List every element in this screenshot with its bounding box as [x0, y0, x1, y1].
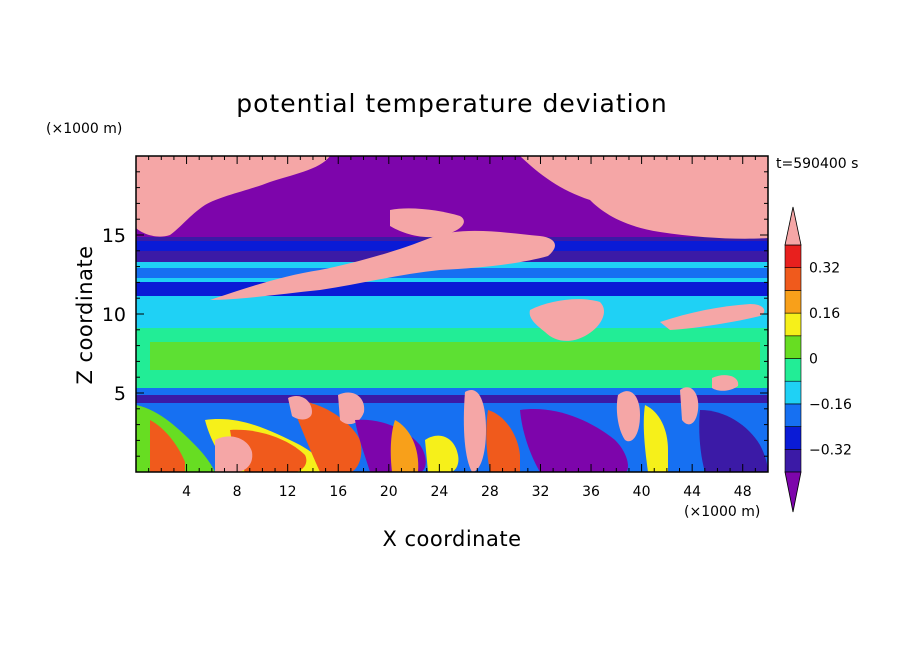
- low-pink-4: [463, 389, 486, 472]
- x-axis-label: X coordinate: [382, 527, 521, 551]
- x-tick-label: 24: [430, 484, 448, 500]
- colorbar-box: [784, 358, 802, 382]
- colorbar-box: [784, 403, 802, 427]
- colorbar-tick-label: −0.32: [809, 442, 852, 458]
- contour-field: [136, 156, 768, 472]
- pink-streak-2: [390, 208, 464, 238]
- x-tick-label: 36: [582, 484, 600, 500]
- colorbar-box: [784, 312, 802, 337]
- x-tick-label: 20: [380, 484, 398, 500]
- x-tick-label: 4: [182, 484, 191, 500]
- colorbar-tick-label: −0.16: [809, 397, 852, 413]
- low-pink-5: [616, 391, 640, 442]
- colorbar-tick-label: 0.32: [809, 261, 840, 277]
- low-red-3: [486, 410, 520, 472]
- colorbar-min-extension: [784, 471, 802, 513]
- x-unit-label: (×1000 m): [684, 504, 760, 520]
- colorbar-box: [784, 290, 802, 314]
- colorbar-tick-label: 0.16: [809, 306, 840, 322]
- x-tick-label: 28: [481, 484, 499, 500]
- layer-low-blue: [136, 388, 768, 396]
- low-yellow-2: [425, 435, 459, 472]
- y-axis-ticks: 5 10 15: [102, 171, 768, 457]
- colorbar: 0.32 0.16 0 −0.16 −0.32: [784, 206, 852, 513]
- low-pink-6: [680, 387, 699, 425]
- x-tick-label: 12: [279, 484, 297, 500]
- x-tick-label: 48: [734, 484, 752, 500]
- low-pink-1: [215, 436, 253, 472]
- colorbar-box: [784, 426, 802, 450]
- pink-streak-right: [660, 304, 765, 330]
- y-axis-label: Z coordinate: [73, 245, 97, 384]
- colorbar-box: [784, 448, 802, 473]
- colorbar-box: [784, 244, 802, 269]
- y-tick-label: 10: [102, 304, 126, 326]
- colorbar-max-extension: [784, 206, 802, 246]
- low-pink-3: [338, 392, 365, 425]
- time-label: t=590400 s: [776, 156, 858, 172]
- chart-title: potential temperature deviation: [236, 89, 667, 118]
- x-tick-label: 32: [532, 484, 550, 500]
- colorbar-box: [784, 267, 802, 291]
- colorbar-tick-label: 0: [809, 352, 818, 368]
- pink-blob-center: [529, 299, 605, 341]
- low-yellow-3: [643, 405, 668, 472]
- y-tick-label: 15: [102, 225, 126, 247]
- low-purple-3: [699, 410, 768, 472]
- colorbar-box: [784, 335, 802, 359]
- low-red-1: [150, 420, 185, 472]
- layer-mid-blue: [136, 268, 768, 278]
- y-unit-label: (×1000 m): [46, 121, 122, 137]
- colorbar-box: [784, 380, 802, 405]
- low-purple-2: [520, 409, 628, 472]
- pink-blob-upper-left: [136, 156, 330, 237]
- x-axis-ticks: 4 8 12 16 20 24 28 32 36 40 44 48: [148, 156, 756, 500]
- pink-streak-middle: [210, 230, 555, 300]
- x-tick-label: 8: [233, 484, 242, 500]
- layer-lightgreen: [150, 342, 760, 370]
- x-tick-label: 40: [633, 484, 651, 500]
- pink-blob-upper-right: [520, 156, 768, 239]
- y-tick-label: 5: [114, 383, 126, 405]
- x-tick-label: 16: [329, 484, 347, 500]
- low-pink-2: [288, 395, 312, 420]
- low-pink-7: [712, 375, 739, 391]
- low-orange-2: [390, 420, 419, 472]
- x-tick-label: 44: [683, 484, 701, 500]
- layer-low-dark: [136, 395, 768, 403]
